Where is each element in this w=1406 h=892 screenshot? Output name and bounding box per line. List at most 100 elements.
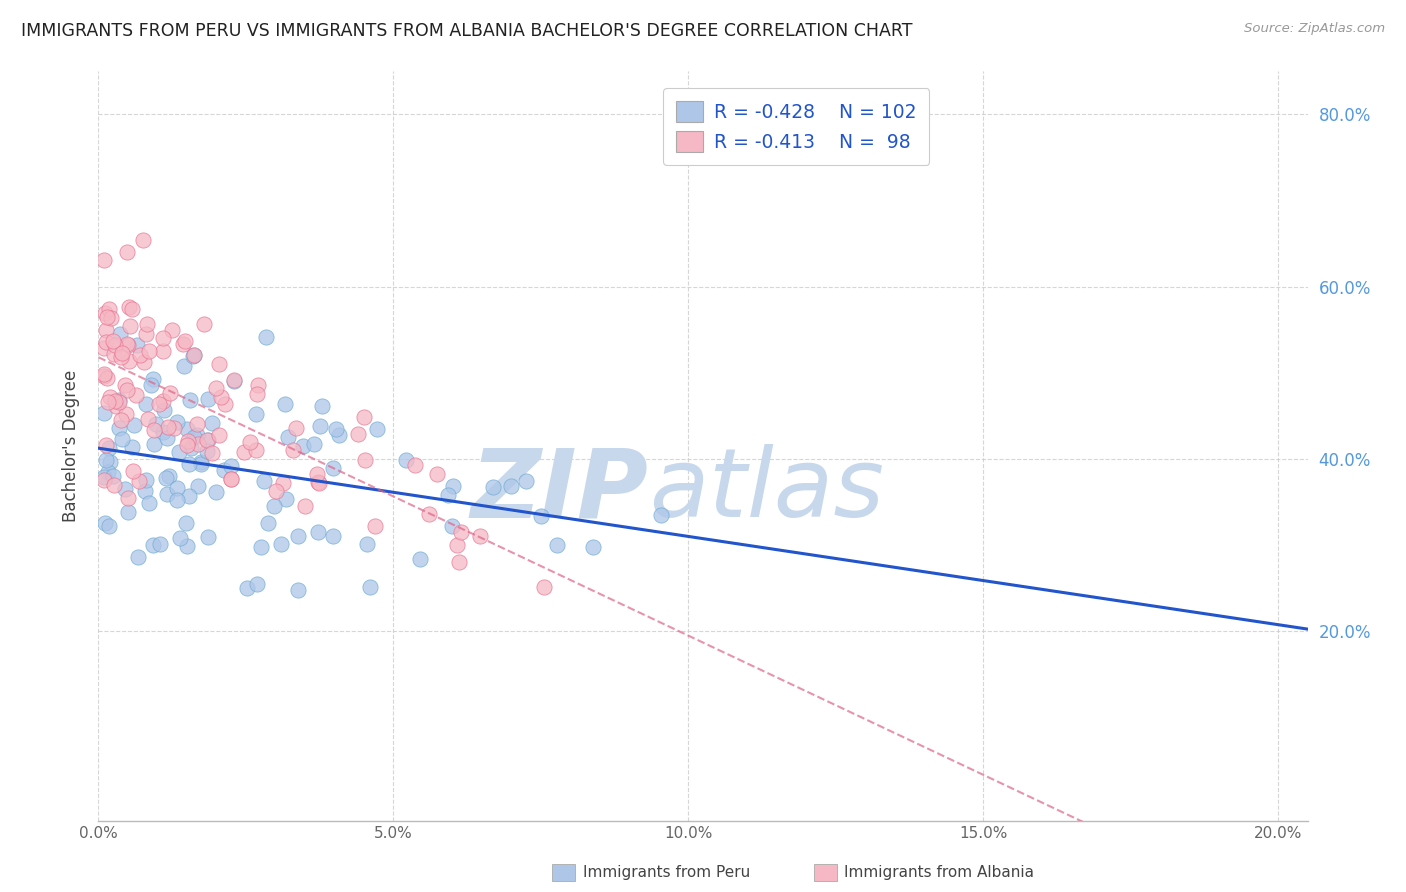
Point [114, 378, 136, 392]
Point [533, 580, 555, 594]
Point [450, 525, 472, 540]
Point [173, 359, 195, 373]
Point [353, 453, 375, 467]
Point [418, 507, 440, 521]
Point [197, 443, 219, 458]
Point [121, 465, 143, 479]
Point [148, 397, 170, 411]
Point [311, 399, 333, 413]
Point [187, 437, 209, 451]
Text: Source: ZipAtlas.com: Source: ZipAtlas.com [1244, 22, 1385, 36]
Point [94, 323, 117, 337]
Point [93, 474, 115, 488]
Point [118, 318, 141, 333]
Point [176, 539, 198, 553]
Point [515, 474, 537, 488]
Point [181, 349, 204, 363]
Point [127, 550, 149, 565]
Point [166, 492, 188, 507]
Point [287, 582, 309, 597]
Point [135, 317, 157, 331]
Point [186, 428, 208, 442]
Point [135, 473, 157, 487]
Point [138, 496, 160, 510]
Point [395, 453, 418, 467]
Point [98, 442, 121, 456]
Point [205, 381, 228, 395]
Point [470, 529, 492, 543]
Point [482, 480, 505, 494]
Point [96, 371, 118, 385]
Point [155, 471, 177, 485]
Point [322, 528, 344, 542]
Point [143, 437, 166, 451]
Text: Immigrants from Albania: Immigrants from Albania [844, 865, 1033, 880]
Point [166, 481, 188, 495]
Point [169, 444, 191, 458]
Point [190, 458, 212, 472]
Point [446, 538, 468, 552]
Point [274, 492, 297, 507]
Point [208, 427, 231, 442]
Point [187, 479, 209, 493]
Point [101, 334, 124, 349]
Point [287, 528, 309, 542]
Point [366, 422, 388, 436]
Point [322, 461, 344, 475]
Point [156, 420, 179, 434]
Point [93, 253, 115, 268]
Point [111, 432, 134, 446]
Point [177, 489, 200, 503]
Point [134, 484, 156, 499]
Point [121, 440, 143, 454]
Point [197, 392, 219, 406]
Point [186, 417, 208, 431]
Point [277, 430, 299, 444]
Point [426, 467, 449, 482]
Point [212, 463, 235, 477]
Point [173, 334, 195, 348]
Point [183, 348, 205, 362]
Point [245, 407, 267, 421]
Point [94, 305, 117, 319]
Point [197, 531, 219, 545]
Point [208, 357, 231, 371]
Y-axis label: Bachelor's Degree: Bachelor's Degree [62, 370, 80, 522]
Point [100, 311, 122, 326]
Point [436, 488, 458, 502]
Point [104, 338, 127, 352]
Point [281, 442, 304, 457]
Point [263, 499, 285, 513]
Point [304, 437, 326, 451]
Point [110, 412, 132, 426]
Point [236, 581, 259, 595]
Point [245, 443, 267, 458]
Point [103, 478, 125, 492]
Point [356, 536, 378, 550]
Point [650, 508, 672, 523]
Point [149, 537, 172, 551]
Point [160, 323, 183, 337]
Point [108, 326, 131, 341]
Point [183, 429, 205, 443]
Point [307, 475, 329, 490]
Point [159, 386, 181, 401]
Point [195, 434, 218, 448]
Point [135, 397, 157, 411]
Point [108, 394, 131, 409]
Point [115, 383, 138, 397]
Point [359, 580, 381, 594]
Point [152, 394, 174, 409]
Point [247, 378, 270, 392]
Point [176, 422, 198, 436]
Point [110, 350, 132, 364]
Point [139, 377, 162, 392]
Point [239, 435, 262, 450]
Point [97, 395, 120, 409]
Point [179, 458, 201, 472]
Point [115, 337, 138, 351]
Point [93, 470, 115, 484]
Point [125, 338, 148, 352]
Point [204, 484, 226, 499]
Point [132, 355, 155, 369]
